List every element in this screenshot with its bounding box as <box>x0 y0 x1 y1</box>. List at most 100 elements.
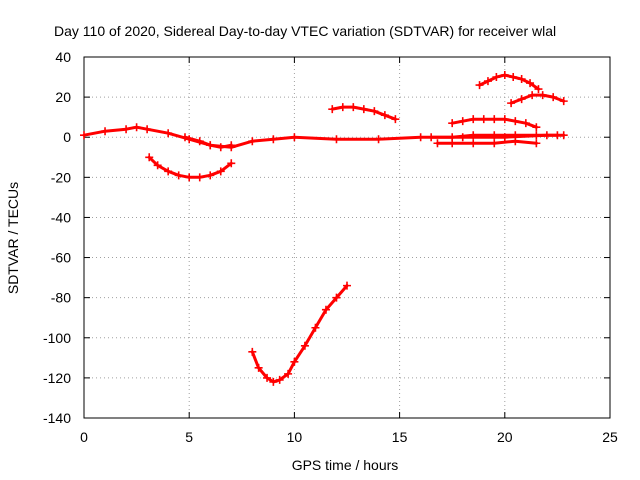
data-point <box>359 105 368 114</box>
y-tick-label: -20 <box>51 169 71 185</box>
series-line <box>147 155 233 179</box>
grid <box>84 57 610 418</box>
series-track-6 <box>448 115 541 132</box>
data-point <box>433 139 442 148</box>
y-axis-label: SDTVAR / TECUs <box>5 182 21 294</box>
data-point <box>263 373 272 382</box>
data-point <box>275 375 284 384</box>
data-point <box>511 131 520 140</box>
data-point <box>101 127 110 136</box>
data-point <box>448 119 457 128</box>
data-point <box>328 105 337 114</box>
data-point <box>227 159 236 168</box>
y-tick-label: 0 <box>63 129 71 145</box>
data-point <box>206 171 215 180</box>
data-point <box>180 133 189 142</box>
data-point <box>195 137 204 146</box>
series-track-4 <box>248 281 351 386</box>
data-point <box>248 347 257 356</box>
data-point <box>269 135 278 144</box>
data-point <box>174 171 183 180</box>
data-point <box>300 341 309 350</box>
data-point <box>534 85 543 94</box>
data-point <box>526 79 535 88</box>
data-point <box>195 173 204 182</box>
y-tick-label: 20 <box>55 89 71 105</box>
data-point <box>185 173 194 182</box>
y-tick-label: -100 <box>43 330 71 346</box>
series-layer <box>80 71 568 386</box>
data-point <box>284 369 293 378</box>
data-point <box>122 125 131 134</box>
series-track-8 <box>507 91 568 108</box>
series-track-10 <box>427 131 562 142</box>
data-point <box>143 125 152 134</box>
y-tick-label: -80 <box>51 290 71 306</box>
data-point <box>511 117 520 126</box>
data-point <box>469 115 478 124</box>
data-point <box>517 75 526 84</box>
data-point <box>528 91 537 100</box>
data-point <box>370 107 379 116</box>
data-point <box>254 363 263 372</box>
data-point <box>248 137 257 146</box>
data-point <box>391 115 400 124</box>
data-point <box>145 153 154 162</box>
data-point <box>416 133 425 142</box>
data-point <box>507 99 516 108</box>
data-point <box>216 143 225 152</box>
y-tick-label: -40 <box>51 209 71 225</box>
chart-title: Day 110 of 2020, Sidereal Day-to-day VTE… <box>54 23 556 39</box>
y-tick-label: -140 <box>43 410 71 426</box>
data-point <box>553 131 562 140</box>
data-point <box>349 103 358 112</box>
data-point <box>521 119 530 128</box>
data-point <box>216 167 225 176</box>
data-point <box>153 161 162 170</box>
data-point <box>380 111 389 120</box>
data-point <box>500 115 509 124</box>
y-tick-label: -60 <box>51 250 71 266</box>
data-point <box>332 135 341 144</box>
data-point <box>321 305 330 314</box>
data-point <box>490 131 499 140</box>
data-point <box>490 115 499 124</box>
series-line <box>250 284 349 384</box>
data-point <box>290 133 299 142</box>
data-point <box>532 131 541 140</box>
x-tick-label: 20 <box>497 429 513 445</box>
series-track-2 <box>145 153 236 182</box>
data-point <box>374 135 383 144</box>
data-point <box>132 123 141 132</box>
data-point <box>483 77 492 86</box>
data-point <box>469 139 478 148</box>
data-point <box>559 97 568 106</box>
data-point <box>469 131 478 140</box>
data-point <box>448 133 457 142</box>
y-tick-label: 40 <box>55 49 71 65</box>
data-point <box>475 81 484 90</box>
data-point <box>80 131 88 140</box>
series-track-3 <box>180 133 236 152</box>
series-track-7 <box>475 71 543 94</box>
data-point <box>269 377 278 386</box>
data-point <box>427 133 436 142</box>
series-track-9 <box>433 137 541 148</box>
data-point <box>490 139 499 148</box>
x-tick-label: 25 <box>602 429 618 445</box>
plot-frame <box>83 56 611 419</box>
x-tick-label: 15 <box>392 429 408 445</box>
y-tick-label: -120 <box>43 370 71 386</box>
x-tick-label: 0 <box>80 429 88 445</box>
data-point <box>332 293 341 302</box>
data-point <box>290 357 299 366</box>
data-point <box>532 139 541 148</box>
data-point <box>479 115 488 124</box>
data-point <box>338 103 347 112</box>
data-point <box>227 141 236 150</box>
data-point <box>517 95 526 104</box>
data-point <box>492 73 501 82</box>
data-point <box>509 73 518 82</box>
x-axis-label: GPS time / hours <box>292 457 399 473</box>
